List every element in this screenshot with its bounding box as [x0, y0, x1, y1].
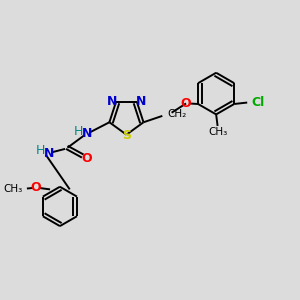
Text: O: O: [181, 97, 191, 110]
Text: O: O: [82, 152, 92, 165]
Text: O: O: [31, 181, 41, 194]
Text: N: N: [44, 147, 54, 160]
Text: Cl: Cl: [251, 96, 264, 109]
Text: CH₂: CH₂: [167, 109, 187, 118]
Text: N: N: [82, 127, 92, 140]
Text: N: N: [107, 94, 117, 108]
Text: H: H: [74, 125, 83, 138]
Text: CH₃: CH₃: [3, 184, 22, 194]
Text: H: H: [36, 144, 45, 158]
Text: S: S: [122, 129, 131, 142]
Text: N: N: [136, 94, 146, 108]
Text: CH₃: CH₃: [208, 128, 227, 137]
